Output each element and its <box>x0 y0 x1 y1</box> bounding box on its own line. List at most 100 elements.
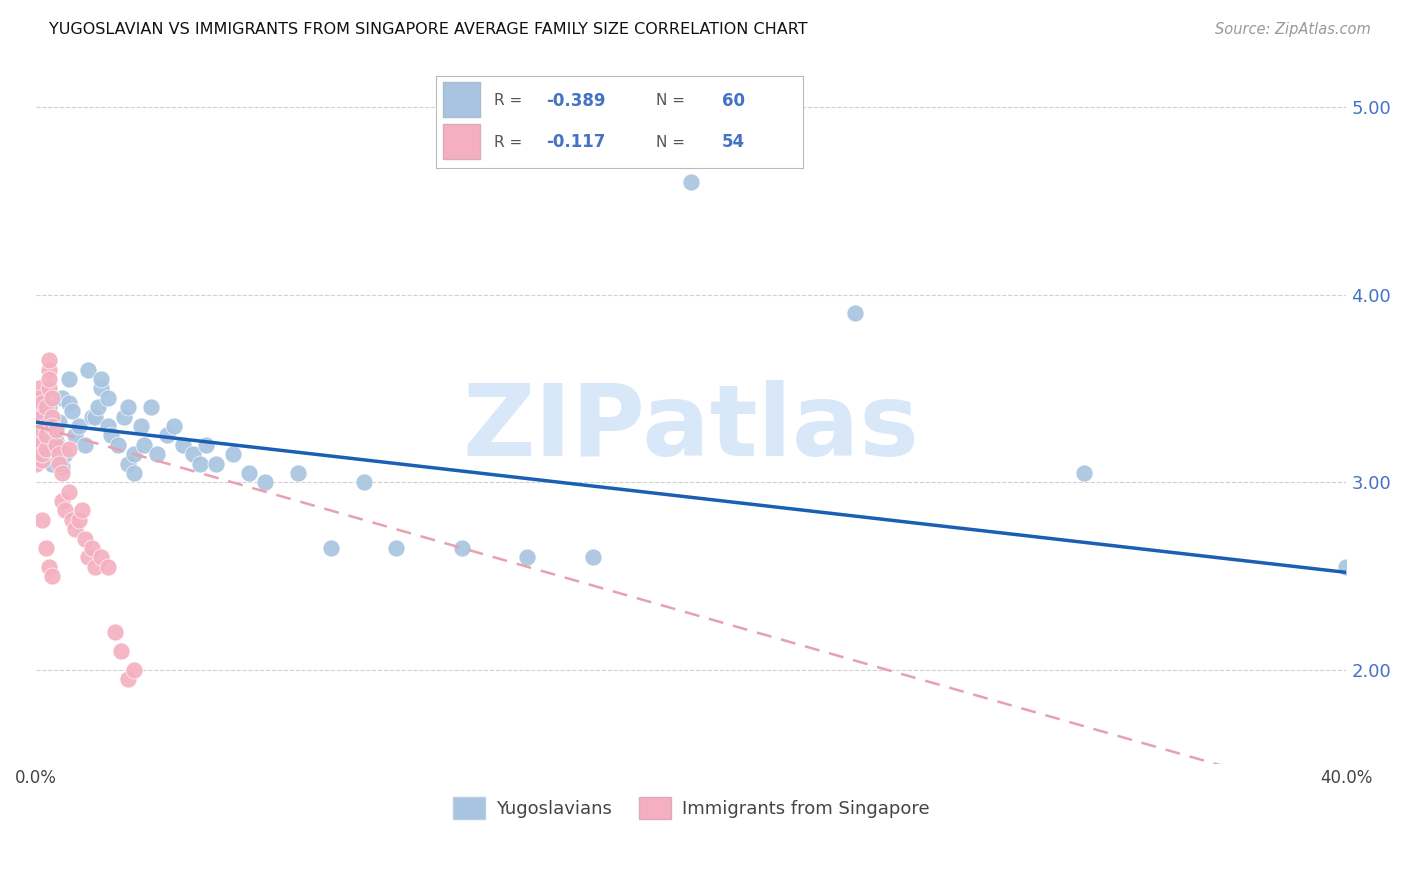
Point <box>122 447 145 461</box>
Point <box>77 362 100 376</box>
Point <box>117 457 139 471</box>
Point <box>65 522 87 536</box>
Point <box>41 447 63 461</box>
Point <box>31 423 53 437</box>
Point <box>221 447 243 461</box>
Point <box>35 419 58 434</box>
Point <box>35 541 58 555</box>
Point <box>45 434 67 448</box>
Point <box>25 457 48 471</box>
Point <box>139 401 162 415</box>
Point <box>41 409 63 424</box>
Point <box>25 438 48 452</box>
Point <box>51 466 73 480</box>
Point <box>28 415 51 429</box>
Point <box>60 404 83 418</box>
Point <box>1073 466 1095 480</box>
Point <box>84 409 107 424</box>
Point <box>45 438 67 452</box>
Point <box>38 382 60 396</box>
Point <box>35 401 58 415</box>
Point <box>41 457 63 471</box>
Point <box>100 428 122 442</box>
Point <box>188 457 211 471</box>
Point <box>31 428 53 442</box>
Point <box>51 494 73 508</box>
Point <box>103 625 125 640</box>
Text: ZIPatlas: ZIPatlas <box>463 380 920 477</box>
Point <box>156 428 179 442</box>
Point <box>112 409 135 424</box>
Point <box>38 362 60 376</box>
Point <box>181 447 204 461</box>
Point <box>70 503 93 517</box>
Point <box>1336 559 1358 574</box>
Point <box>122 466 145 480</box>
Point <box>172 438 194 452</box>
Point <box>84 559 107 574</box>
Point <box>38 401 60 415</box>
Point <box>35 442 58 456</box>
Point <box>146 447 169 461</box>
Point <box>122 663 145 677</box>
Point <box>90 550 112 565</box>
Point <box>31 447 53 461</box>
Point <box>48 415 70 429</box>
Point <box>254 475 277 490</box>
Point <box>35 409 58 424</box>
Point <box>28 391 51 405</box>
Point <box>51 460 73 475</box>
Text: Source: ZipAtlas.com: Source: ZipAtlas.com <box>1215 22 1371 37</box>
Point <box>110 644 132 658</box>
Point <box>31 409 53 424</box>
Point <box>58 442 80 456</box>
Point <box>97 419 120 434</box>
Point <box>67 419 90 434</box>
Point <box>55 503 77 517</box>
Point <box>385 541 408 555</box>
Point <box>319 541 342 555</box>
Point <box>45 423 67 437</box>
Point <box>48 442 70 456</box>
Point <box>58 372 80 386</box>
Point <box>25 401 48 415</box>
Text: YUGOSLAVIAN VS IMMIGRANTS FROM SINGAPORE AVERAGE FAMILY SIZE CORRELATION CHART: YUGOSLAVIAN VS IMMIGRANTS FROM SINGAPORE… <box>49 22 808 37</box>
Point <box>28 419 51 434</box>
Point <box>205 457 228 471</box>
Point <box>844 306 866 320</box>
Point <box>38 372 60 386</box>
Point <box>31 452 53 467</box>
Point <box>132 438 155 452</box>
Point <box>516 550 538 565</box>
Point <box>28 442 51 456</box>
Point <box>353 475 375 490</box>
Point <box>38 559 60 574</box>
Point <box>58 484 80 499</box>
Point <box>97 559 120 574</box>
Point <box>25 409 48 424</box>
Point <box>450 541 472 555</box>
Point <box>60 513 83 527</box>
Point <box>90 382 112 396</box>
Point <box>107 438 129 452</box>
Point <box>31 513 53 527</box>
Point <box>35 438 58 452</box>
Point <box>195 438 218 452</box>
Point <box>77 550 100 565</box>
Point <box>238 466 260 480</box>
Point <box>162 419 184 434</box>
Point <box>117 673 139 687</box>
Point <box>582 550 605 565</box>
Point <box>97 391 120 405</box>
Point <box>58 396 80 410</box>
Point <box>28 434 51 448</box>
Point <box>681 175 703 189</box>
Point <box>80 409 103 424</box>
Point <box>41 569 63 583</box>
Point <box>129 419 152 434</box>
Point <box>31 396 53 410</box>
Point <box>287 466 309 480</box>
Point <box>55 447 77 461</box>
Point <box>87 401 110 415</box>
Point <box>28 419 51 434</box>
